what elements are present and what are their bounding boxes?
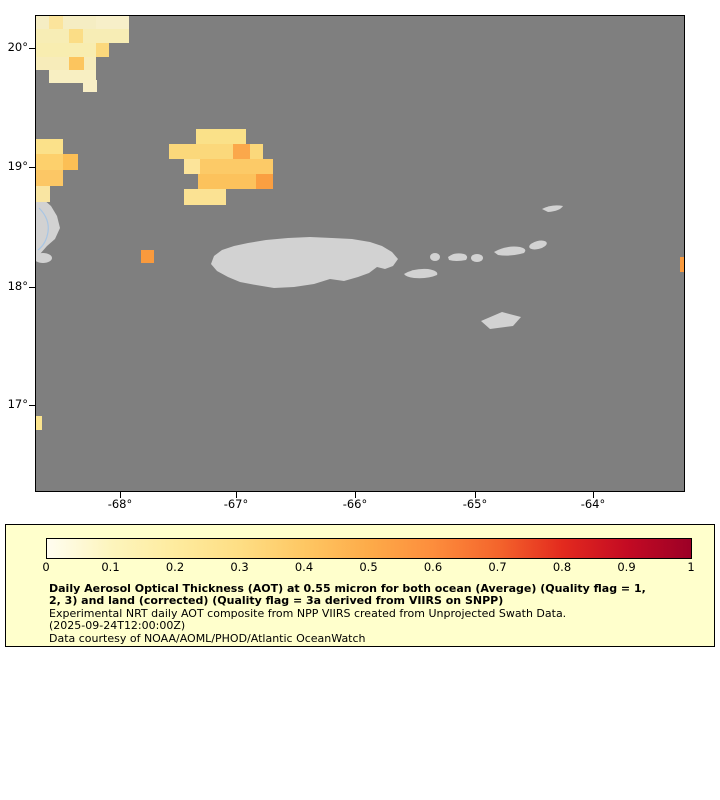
- legend-timestamp: (2025-09-24T12:00:00Z): [49, 619, 186, 633]
- saona-island: [36, 253, 52, 263]
- virgin-gorda-island: [529, 240, 547, 250]
- st-john-island: [471, 254, 483, 262]
- longitude-tick: [593, 492, 594, 498]
- vieques-island: [404, 268, 438, 279]
- aot-data-cell: [36, 43, 109, 57]
- aot-data-cell: [63, 154, 78, 170]
- colorbar-tick-label: 0: [42, 560, 50, 574]
- latitude-tick-label: 18°: [7, 279, 28, 293]
- legend-title-line2: 2, 3) and land (corrected) (Quality flag…: [49, 594, 504, 608]
- st-croix-island: [481, 312, 521, 329]
- legend-credit: Data courtesy of NOAA/AOML/PHOD/Atlantic…: [49, 631, 366, 645]
- latitude-tick: [29, 167, 35, 168]
- colorbar-tick-label: 0.4: [294, 560, 314, 574]
- culebra-island: [430, 253, 440, 261]
- aot-data-cell: [36, 170, 63, 186]
- latitude-tick-label: 20°: [7, 40, 28, 54]
- tortola-island: [494, 246, 526, 256]
- colorbar-tick-label: 0.1: [101, 560, 120, 574]
- land-masses: [36, 196, 563, 329]
- aot-data-cell: [36, 186, 50, 202]
- puerto-rico-island: [211, 237, 398, 288]
- longitude-tick-label: -64°: [580, 497, 606, 511]
- latitude-tick-label: 19°: [7, 159, 28, 173]
- aot-data-cell: [256, 174, 273, 189]
- aot-map: [35, 15, 685, 492]
- aot-data-cell: [196, 129, 246, 144]
- colorbar-tick-label: 0.2: [165, 560, 185, 574]
- colorbar-tick-label: 0.9: [617, 560, 636, 574]
- aot-data-cell: [680, 257, 684, 272]
- colorbar-tick-label: 1: [687, 560, 695, 574]
- coast-contour-line: [37, 207, 49, 251]
- anegada-island: [542, 205, 563, 212]
- aot-data-cell: [36, 139, 63, 154]
- longitude-tick: [475, 492, 476, 498]
- aot-data-cell: [184, 159, 200, 174]
- colorbar-tick-label: 0.7: [488, 560, 507, 574]
- st-thomas-island: [448, 253, 468, 261]
- longitude-tick: [120, 492, 121, 498]
- aot-data-cell: [36, 57, 96, 70]
- aot-data-cell: [141, 250, 154, 263]
- aot-data-cell: [36, 416, 42, 430]
- aot-data-cell: [96, 16, 129, 29]
- aot-data-cell: [69, 57, 84, 70]
- legend-text-block: Daily Aerosol Optical Thickness (AOT) at…: [49, 582, 646, 645]
- longitude-tick: [355, 492, 356, 498]
- legend-panel: 0 0.1 0.2 0.3 0.4 0.5 0.6 0.7 0.8 0.9 1 Daily Aero…: [5, 524, 715, 647]
- latitude-tick: [29, 48, 35, 49]
- longitude-tick-label: -67°: [223, 497, 249, 511]
- aot-data-cell: [96, 43, 109, 57]
- legend-subtitle: Experimental NRT daily AOT composite fro…: [49, 606, 567, 620]
- colorbar-tick-label: 0.8: [552, 560, 572, 574]
- aot-data-cell: [184, 189, 226, 205]
- aot-data-cell: [69, 29, 83, 43]
- longitude-tick-label: -68°: [107, 497, 133, 511]
- aot-colorbar: [46, 538, 692, 559]
- aot-data-cell: [233, 144, 250, 159]
- legend-title-line1: Daily Aerosol Optical Thickness (AOT) at…: [49, 582, 646, 595]
- aot-data-cell: [184, 159, 273, 174]
- longitude-tick: [236, 492, 237, 498]
- longitude-tick-label: -66°: [342, 497, 368, 511]
- latitude-tick-label: 17°: [7, 397, 28, 411]
- aot-data-cell: [83, 80, 97, 92]
- longitude-tick-label: -65°: [462, 497, 488, 511]
- colorbar-tick-label: 0.6: [423, 560, 443, 574]
- colorbar-tick-label: 0.5: [359, 560, 378, 574]
- aot-data-cell: [49, 70, 96, 83]
- latitude-tick: [29, 405, 35, 406]
- latitude-tick: [29, 287, 35, 288]
- aot-data-cell: [198, 174, 270, 189]
- aot-data-cell: [49, 16, 63, 29]
- colorbar-tick-label: 0.3: [230, 560, 249, 574]
